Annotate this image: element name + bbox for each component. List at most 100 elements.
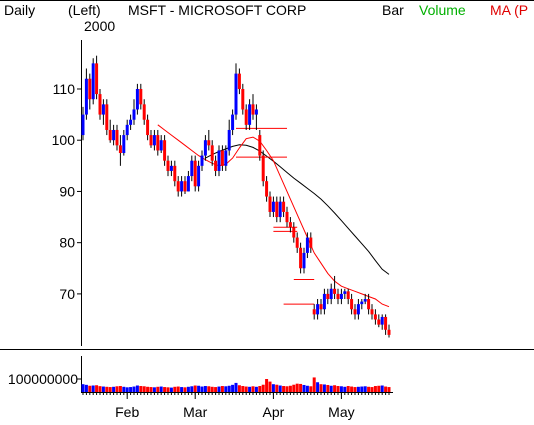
candle: [108, 119, 112, 143]
candle-body: [278, 201, 282, 218]
volume-bar: [339, 386, 343, 392]
candle: [288, 217, 292, 233]
candle-body: [152, 135, 156, 146]
volume-bar: [169, 387, 173, 392]
volume-bar: [227, 385, 231, 392]
scale-label[interactable]: (Left): [68, 2, 101, 18]
candle: [169, 160, 173, 177]
candle: [166, 155, 170, 177]
candle-body: [207, 140, 211, 146]
volume-bar: [350, 386, 354, 392]
volume-bar: [95, 385, 99, 392]
candle-body: [326, 293, 330, 300]
candle: [373, 309, 377, 325]
candle: [237, 68, 241, 95]
volume-bar: [163, 387, 167, 392]
candle: [183, 176, 187, 194]
candle: [220, 145, 224, 171]
candle-body: [322, 293, 326, 310]
candle: [227, 119, 231, 156]
candle-body: [285, 211, 289, 223]
candle: [210, 140, 214, 166]
candle-body: [163, 140, 167, 161]
candle-body: [166, 160, 170, 171]
volume-bar: [180, 387, 184, 392]
volume-bar: [224, 386, 228, 392]
volume-bar: [98, 386, 102, 392]
candle: [387, 324, 391, 338]
candle-body: [118, 145, 122, 154]
candle-body: [309, 237, 313, 248]
date-tick-label: Mar: [183, 404, 207, 420]
volume-bar: [299, 383, 303, 392]
ma-long-line: [205, 144, 390, 275]
candle: [149, 129, 153, 148]
candles: [81, 55, 391, 338]
candle-body: [333, 288, 337, 294]
volume-toggle[interactable]: Volume: [419, 2, 466, 18]
candle: [152, 129, 156, 151]
candle-body: [186, 176, 190, 192]
candle: [88, 73, 92, 110]
date-axis: Feb Mar Apr May: [81, 392, 393, 420]
volume-bar: [81, 384, 85, 392]
volume-bar: [149, 387, 153, 392]
volume-bar: [268, 381, 272, 392]
candle: [173, 160, 177, 187]
volume-bar: [118, 386, 122, 392]
candle: [112, 124, 116, 146]
candle-body: [268, 196, 272, 212]
candle: [356, 299, 360, 320]
volume-bar: [186, 386, 190, 392]
volume-bar: [244, 386, 248, 392]
candle-body: [248, 104, 252, 125]
candle-body: [132, 109, 136, 120]
volume-bar: [203, 386, 207, 392]
candle-body: [295, 237, 299, 248]
ma-short-line: [157, 124, 390, 308]
moving-average-lines: [157, 124, 390, 308]
candle: [156, 129, 160, 156]
bar-toggle[interactable]: Bar: [382, 2, 404, 18]
volume-bar: [295, 383, 299, 392]
candle-body: [180, 181, 184, 192]
candle: [190, 155, 194, 182]
volume-bar: [217, 386, 221, 392]
candle: [265, 176, 269, 202]
volume-bar: [214, 387, 218, 392]
price-tick-label: 70: [59, 286, 75, 302]
volume-bar: [316, 382, 320, 392]
candle: [282, 196, 286, 218]
candle: [129, 114, 133, 130]
volume-bar: [285, 386, 289, 392]
candle: [132, 99, 136, 125]
volume-bar: [373, 386, 377, 392]
volume-bar: [241, 386, 245, 392]
ma-toggle[interactable]: MA (P: [490, 2, 529, 18]
volume-bar: [190, 386, 194, 392]
candle: [302, 247, 306, 274]
candle: [214, 155, 218, 177]
volume-bar: [384, 386, 388, 392]
candle: [336, 288, 340, 305]
price-tick-label: 80: [59, 235, 75, 251]
volume-bar: [112, 386, 116, 392]
candle-body: [343, 291, 347, 294]
candle: [180, 176, 184, 197]
candle-body: [319, 304, 323, 310]
volume-bar: [129, 387, 133, 392]
candle: [251, 94, 255, 120]
candle-body: [156, 135, 160, 151]
candle: [159, 135, 163, 154]
candle-body: [316, 304, 320, 315]
volume-bar: [142, 386, 146, 392]
candle: [203, 135, 207, 161]
candle-body: [377, 319, 381, 325]
candle-body: [183, 181, 187, 192]
candle-body: [241, 88, 245, 110]
volume-bar: [156, 386, 160, 392]
candle-body: [363, 299, 367, 302]
period-label[interactable]: Daily: [4, 2, 36, 18]
candle-body: [197, 165, 201, 187]
